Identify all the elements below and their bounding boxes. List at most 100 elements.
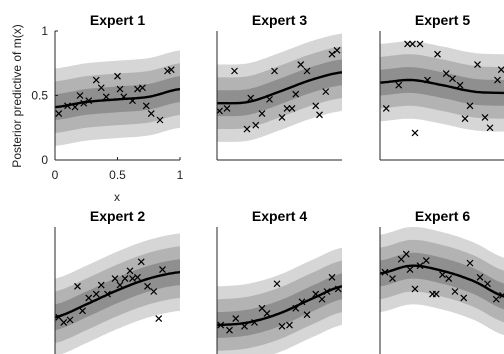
data-point — [79, 307, 86, 315]
data-point — [114, 72, 121, 80]
data-point — [288, 104, 296, 112]
panel-title: Expert 3 — [252, 12, 307, 28]
x-tick-label: 1 — [177, 168, 184, 182]
data-point — [494, 76, 501, 84]
panel-expert: Expert 3 — [216, 12, 342, 161]
panel-expert: Expert 1 0 0.5 1 0 0.5 1 — [31, 12, 183, 182]
data-point — [316, 111, 323, 119]
mean-line — [380, 78, 504, 95]
data-point — [318, 295, 326, 303]
data-point — [292, 304, 300, 312]
panel-expert: Expert 2 — [54, 208, 180, 354]
y-axis-label: Posterior predictive of m(x) — [10, 24, 24, 167]
data-point — [159, 266, 166, 273]
data-point — [60, 319, 68, 326]
data-point — [481, 114, 489, 121]
data-point — [232, 315, 240, 323]
data-point — [416, 40, 424, 48]
data-point — [466, 259, 474, 267]
data-point — [116, 85, 124, 93]
data-point — [328, 273, 336, 281]
data-point — [303, 311, 311, 319]
data-point — [312, 290, 320, 298]
data-point — [55, 313, 63, 321]
data-point — [286, 321, 293, 329]
data-point — [134, 85, 141, 93]
panel-expert: Expert 5 — [379, 12, 504, 161]
data-point — [409, 40, 416, 48]
data-point — [411, 129, 419, 137]
mean-line — [55, 270, 180, 319]
data-point — [156, 116, 164, 124]
data-point — [303, 67, 311, 75]
data-point — [404, 40, 411, 48]
data-point — [102, 93, 110, 101]
data-point — [126, 267, 134, 275]
data-point — [97, 84, 105, 92]
data-point — [271, 67, 278, 75]
data-point — [137, 258, 145, 266]
data-point — [451, 288, 459, 295]
data-point — [322, 88, 330, 96]
mean-line — [217, 285, 342, 327]
data-point — [92, 290, 100, 298]
plot-area — [217, 33, 342, 142]
data-point — [258, 304, 266, 312]
x-axis-label: x — [114, 190, 120, 204]
data-point — [104, 290, 111, 298]
panel-expert: Expert 4 — [216, 208, 342, 354]
data-point — [497, 66, 504, 74]
data-point — [389, 275, 396, 283]
data-point — [129, 275, 136, 283]
data-point — [121, 275, 129, 283]
data-point — [474, 61, 481, 68]
data-point — [484, 280, 491, 288]
data-point — [402, 250, 410, 258]
data-point — [445, 275, 453, 283]
panel-title: Expert 6 — [415, 208, 470, 224]
panel-expert: Expert 6 — [379, 208, 504, 354]
x-tick-label: 0.5 — [109, 168, 126, 182]
data-point — [416, 262, 424, 270]
data-point — [476, 273, 484, 281]
data-point — [129, 97, 136, 105]
data-point — [55, 110, 63, 117]
data-point — [147, 110, 155, 117]
panel-title: Expert 2 — [90, 208, 145, 224]
credible-band — [380, 67, 504, 106]
data-point — [432, 290, 440, 298]
data-point — [292, 90, 300, 98]
data-point — [74, 282, 81, 290]
data-point — [164, 67, 171, 75]
data-point — [251, 319, 258, 326]
data-point — [424, 76, 431, 84]
data-point — [333, 46, 341, 54]
data-point — [439, 271, 446, 279]
y-tick-label: 1 — [41, 24, 48, 38]
y-tick-label: 0 — [41, 153, 48, 167]
data-point — [442, 70, 450, 77]
data-point — [460, 294, 468, 302]
y-tick-label: 0.5 — [31, 89, 48, 103]
data-point — [258, 110, 266, 117]
data-point — [397, 255, 405, 263]
data-point — [499, 291, 504, 299]
data-point — [97, 281, 105, 289]
data-point — [422, 257, 430, 264]
data-point — [323, 288, 331, 295]
data-point — [278, 322, 286, 330]
x-tick-label: 0 — [52, 168, 59, 182]
data-point — [334, 285, 342, 293]
data-point — [167, 66, 175, 74]
data-point — [134, 273, 141, 281]
data-point — [395, 81, 403, 89]
data-point — [466, 102, 474, 110]
data-point — [226, 326, 233, 334]
data-point — [92, 76, 100, 84]
mean-line — [55, 87, 180, 109]
credible-band — [55, 259, 180, 331]
data-point — [328, 50, 336, 58]
data-point — [243, 125, 251, 133]
data-point — [155, 315, 163, 323]
data-point — [492, 295, 500, 303]
